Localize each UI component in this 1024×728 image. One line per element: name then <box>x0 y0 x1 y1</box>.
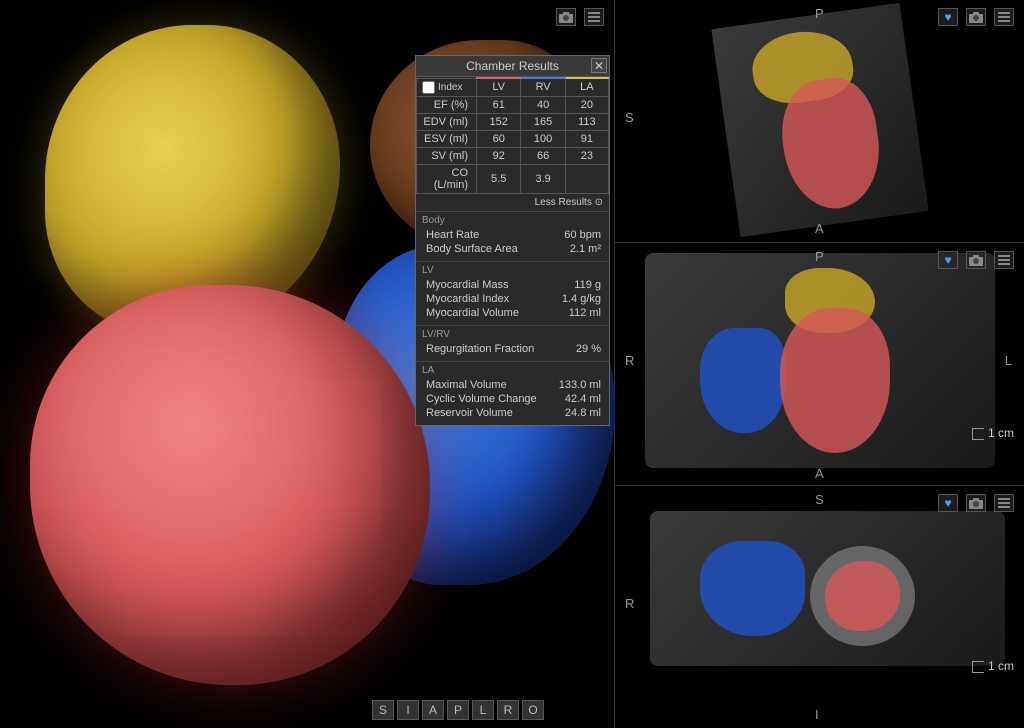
orient-label-s: S <box>815 492 824 507</box>
panel-header[interactable]: Chamber Results ✕ <box>416 56 609 77</box>
orient-label-a: A <box>815 221 824 236</box>
menu-icon[interactable] <box>584 8 604 26</box>
orient-l-button[interactable]: L <box>472 700 494 720</box>
heart-icon[interactable]: ♥ <box>938 251 958 269</box>
orient-label-s: S <box>625 110 634 125</box>
scale-bar: 1 cm <box>972 659 1014 673</box>
col-lv-header: LV <box>477 78 521 96</box>
index-checkbox[interactable] <box>422 81 435 94</box>
section-row: Heart Rate60 bpm <box>422 228 603 242</box>
scale-bar: 1 cm <box>972 426 1014 440</box>
orient-a-button[interactable]: A <box>422 700 444 720</box>
heart-icon[interactable]: ♥ <box>938 494 958 512</box>
lv-section: LV Myocardial Mass119 g Myocardial Index… <box>416 261 609 325</box>
section-row: Body Surface Area2.1 m² <box>422 242 603 256</box>
slice-viewport-3[interactable]: S R I 1 cm ♥ <box>615 486 1024 728</box>
col-la-header: LA <box>565 78 608 96</box>
orientation-buttons: S I A P L R O <box>372 700 544 720</box>
orient-label-i: I <box>815 707 819 722</box>
menu-icon[interactable] <box>994 494 1014 512</box>
slice-viewport-2[interactable]: P R L A 1 cm ♥ <box>615 243 1024 486</box>
index-cell[interactable]: Index <box>417 78 477 96</box>
slice-image <box>645 253 995 468</box>
rv-segment <box>700 328 785 433</box>
body-section: Body Heart Rate60 bpm Body Surface Area2… <box>416 211 609 261</box>
table-row: EDV (ml)152165113 <box>417 113 609 130</box>
orient-i-button[interactable]: I <box>397 700 419 720</box>
menu-icon[interactable] <box>994 251 1014 269</box>
close-icon[interactable]: ✕ <box>591 58 607 73</box>
camera-icon[interactable] <box>966 8 986 26</box>
table-row: CO (L/min)5.53.9 <box>417 164 609 193</box>
rv-segment <box>700 541 805 636</box>
orient-label-l: L <box>1005 353 1012 368</box>
section-row: Myocardial Volume112 ml <box>422 306 603 320</box>
orient-label-r: R <box>625 353 634 368</box>
orient-label-p: P <box>815 249 824 264</box>
volume-render-viewport[interactable]: S I A P L R O Chamber Results ✕ Index LV… <box>0 0 614 728</box>
heart-icon[interactable]: ♥ <box>938 8 958 26</box>
section-row: Myocardial Mass119 g <box>422 278 603 292</box>
chevron-up-icon: ⊙ <box>595 197 603 208</box>
orient-o-button[interactable]: O <box>522 700 544 720</box>
chamber-table: Index LV RV LA EF (%)614020 EDV (ml)1521… <box>416 77 609 194</box>
section-row: Cyclic Volume Change42.4 ml <box>422 392 603 406</box>
table-row: ESV (ml)6010091 <box>417 130 609 147</box>
table-row: EF (%)614020 <box>417 96 609 113</box>
orient-p-button[interactable]: P <box>447 700 469 720</box>
slice-viewport-1[interactable]: P S A ♥ <box>615 0 1024 243</box>
slice-image <box>650 511 1005 666</box>
orient-label-a: A <box>815 466 824 481</box>
section-row: Myocardial Index1.4 g/kg <box>422 292 603 306</box>
lvrv-section: LV/RV Regurgitation Fraction29 % <box>416 325 609 361</box>
table-row: SV (ml)926623 <box>417 147 609 164</box>
section-row: Regurgitation Fraction29 % <box>422 342 603 356</box>
panel-title: Chamber Results <box>466 59 559 73</box>
orient-s-button[interactable]: S <box>372 700 394 720</box>
orient-label-r: R <box>625 596 634 611</box>
orient-label-p: P <box>815 6 824 21</box>
la-section: LA Maximal Volume133.0 ml Cyclic Volume … <box>416 361 609 425</box>
menu-icon[interactable] <box>994 8 1014 26</box>
lv-segment <box>780 308 890 453</box>
lv-segment <box>825 561 900 631</box>
section-row: Reservoir Volume24.8 ml <box>422 406 603 420</box>
camera-icon[interactable] <box>556 8 576 26</box>
camera-icon[interactable] <box>966 251 986 269</box>
slice-image <box>711 3 928 237</box>
less-results-toggle[interactable]: Less Results ⊙ <box>416 194 609 211</box>
col-rv-header: RV <box>521 78 565 96</box>
heart-lv-region <box>30 285 430 685</box>
orient-r-button[interactable]: R <box>497 700 519 720</box>
camera-icon[interactable] <box>966 494 986 512</box>
chamber-results-panel[interactable]: Chamber Results ✕ Index LV RV LA EF (%)6… <box>415 55 610 426</box>
section-row: Maximal Volume133.0 ml <box>422 378 603 392</box>
